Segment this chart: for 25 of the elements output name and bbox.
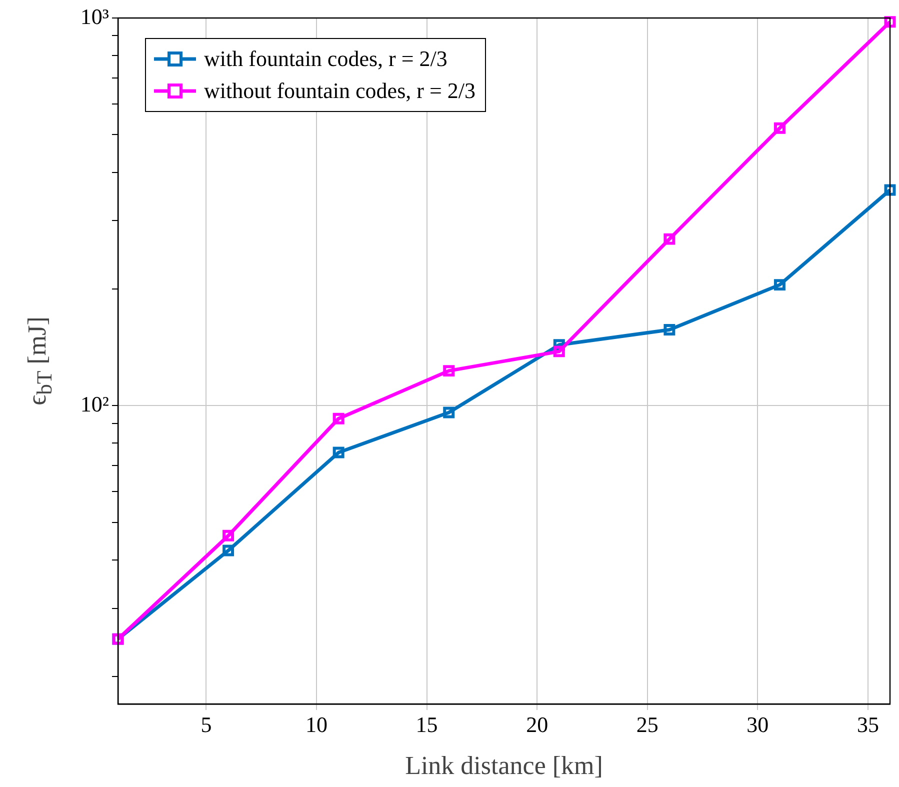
x-tick-label: 25 — [636, 712, 658, 737]
legend-label: with fountain codes, r = 2/3 — [204, 46, 448, 72]
point — [664, 233, 676, 245]
legend-label: without fountain codes, r = 2/3 — [204, 78, 476, 104]
y-tick-label: 10³ — [80, 4, 110, 29]
point — [884, 16, 896, 28]
y-tick-label: 10² — [80, 391, 110, 416]
point — [332, 412, 344, 424]
point — [664, 324, 676, 336]
point — [443, 406, 455, 418]
point — [553, 346, 565, 358]
x-tick-label: 35 — [856, 712, 879, 737]
point — [222, 544, 234, 556]
x-tick-label: 30 — [746, 712, 769, 737]
x-tick-label: 20 — [526, 712, 548, 737]
point — [443, 365, 455, 377]
point — [884, 184, 896, 196]
point — [774, 279, 786, 291]
point — [332, 446, 344, 458]
x-tick-label: 10 — [306, 712, 328, 737]
x-tick-label: 5 — [200, 712, 212, 737]
x-axis-title: Link distance [km] — [405, 751, 603, 780]
x-tick-label: 15 — [416, 712, 438, 737]
point — [222, 530, 234, 542]
point — [774, 122, 786, 134]
